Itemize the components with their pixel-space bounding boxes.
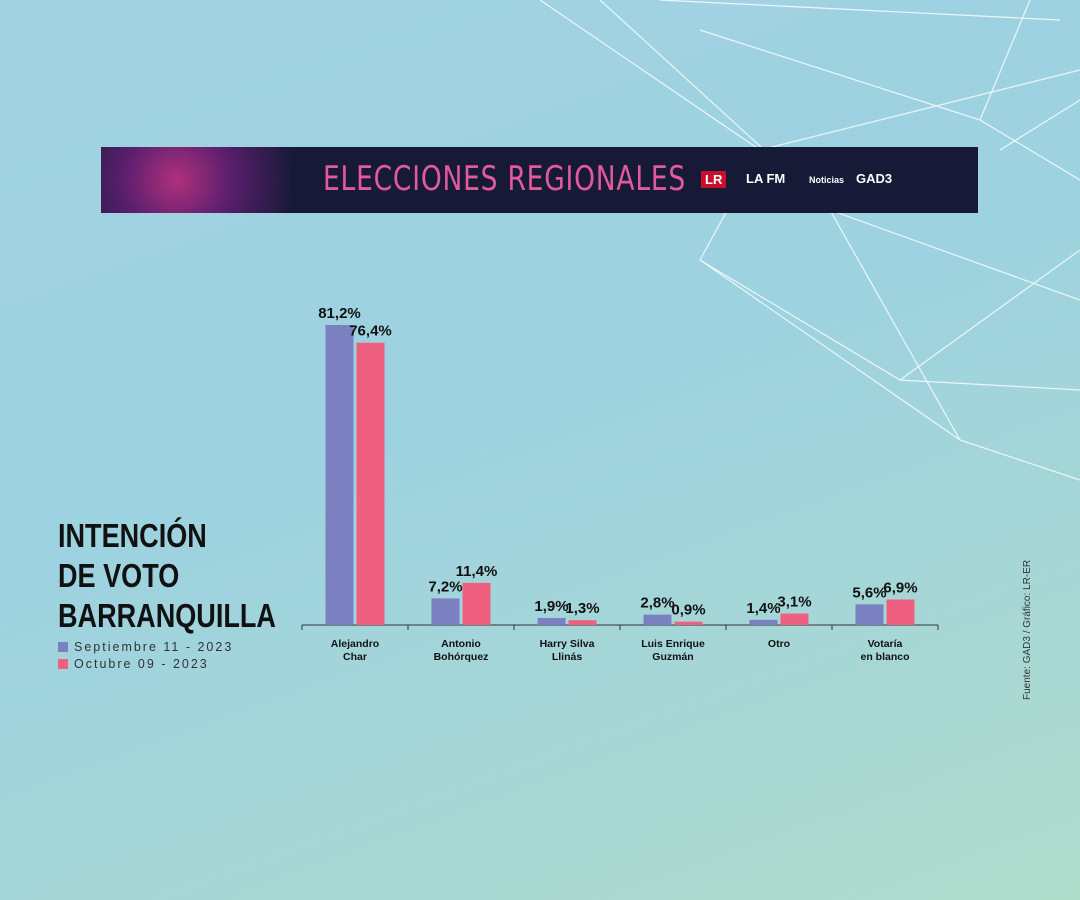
x-tick-label: Otro [767, 638, 791, 650]
bar [356, 342, 385, 625]
value-label: 1,4% [746, 600, 780, 617]
bar [780, 613, 809, 625]
x-tick-label: Votaría en blanco [860, 638, 910, 663]
legend-label: Septiembre 11 - 2023 [74, 640, 234, 654]
chart-title: INTENCIÓN DE VOTO BARRANQUILLA [58, 517, 276, 634]
legend-swatch [58, 659, 68, 669]
bar [325, 325, 354, 625]
legend-swatch [58, 642, 68, 652]
x-tick-label: Antonio Bohórquez [433, 638, 489, 663]
bar [886, 599, 915, 625]
value-label: 2,8% [640, 595, 674, 612]
legend-entry: Octubre 09 - 2023 [58, 657, 209, 671]
value-label: 1,9% [534, 598, 568, 615]
value-label: 0,9% [671, 602, 705, 619]
bar [643, 614, 672, 625]
logo: GAD3 [856, 171, 893, 186]
bar [855, 604, 884, 625]
banner-art [101, 147, 291, 213]
x-tick-label: Alejandro Char [330, 638, 380, 663]
legend-label: Octubre 09 - 2023 [74, 657, 209, 671]
value-label: 11,4% [456, 563, 498, 580]
bar [431, 598, 460, 625]
value-label: 6,9% [883, 580, 917, 597]
bar [537, 617, 566, 625]
banner: ELECCIONES REGIONALES LR LA FM Noticias … [101, 147, 978, 213]
value-label: 3,1% [777, 594, 811, 611]
value-label: 1,3% [565, 600, 599, 617]
legend-entry: Septiembre 11 - 2023 [58, 640, 233, 654]
x-tick-label: Harry Silva Llinás [539, 638, 595, 663]
logo: LR [701, 171, 727, 188]
value-label: 5,6% [852, 584, 886, 601]
bar [462, 582, 491, 625]
logo: LA FM [746, 171, 786, 186]
source: Fuente: GAD3 / Gráfico: LR-ER [1022, 559, 1033, 700]
bar [674, 621, 703, 625]
banner-title: ELECCIONES REGIONALES [323, 159, 687, 199]
bar [749, 619, 778, 625]
x-tick-label: Luis Enrique Guzmán [641, 638, 705, 663]
value-label: 81,2% [318, 305, 361, 322]
logo: Noticias [809, 175, 845, 185]
bar [568, 620, 597, 625]
value-label: 7,2% [428, 578, 462, 595]
value-label: 76,4% [349, 323, 392, 340]
